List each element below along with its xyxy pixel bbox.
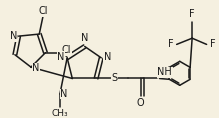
Text: N: N (10, 31, 17, 41)
Text: N: N (60, 89, 68, 99)
Text: F: F (189, 9, 195, 19)
Text: F: F (168, 39, 173, 49)
Text: N: N (32, 63, 39, 73)
Text: N: N (104, 52, 111, 62)
Text: F: F (210, 39, 215, 49)
Text: S: S (112, 74, 118, 84)
Text: NH: NH (157, 67, 172, 77)
Text: Cl: Cl (62, 45, 71, 55)
Text: N: N (57, 52, 65, 62)
Text: O: O (137, 98, 144, 108)
Text: N: N (81, 33, 88, 43)
Text: Cl: Cl (39, 6, 48, 16)
Text: CH₃: CH₃ (52, 110, 68, 118)
